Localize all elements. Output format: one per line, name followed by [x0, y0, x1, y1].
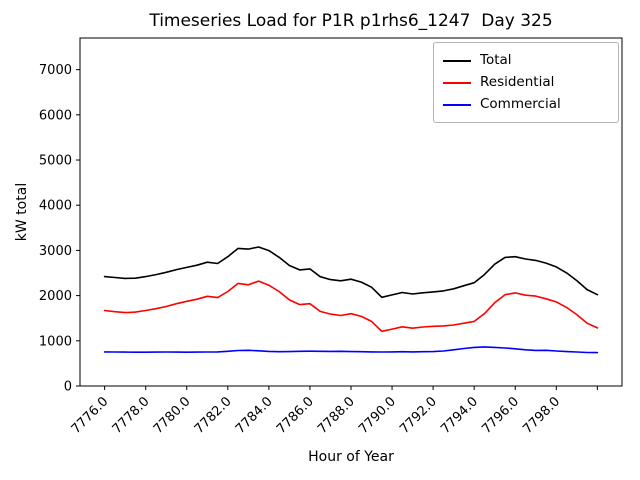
- residential-line-swatch: [443, 82, 471, 84]
- x-tick-label: 7792.0: [397, 394, 440, 437]
- x-axis-label: Hour of Year: [308, 449, 394, 465]
- x-tick-label: 7780.0: [151, 394, 194, 437]
- series-line-residential: [103, 280, 599, 333]
- legend: Total Residential Commercial: [433, 42, 619, 123]
- legend-item-residential: Residential: [443, 72, 609, 94]
- y-tick-label: 0: [64, 380, 72, 395]
- y-tick-label: 5000: [39, 154, 72, 169]
- y-tick-label: 4000: [39, 199, 72, 214]
- series-line-commercial: [103, 346, 599, 354]
- y-axis-label: kW total: [14, 183, 30, 241]
- series-line-total: [103, 246, 599, 299]
- legend-item-total: Total: [443, 50, 609, 72]
- x-tick-label: 7782.0: [192, 394, 235, 437]
- x-tick-label: 7788.0: [315, 394, 358, 437]
- y-tick-label: 7000: [39, 63, 72, 78]
- x-tick-label: 7796.0: [479, 394, 522, 437]
- x-tick-label: 7786.0: [274, 394, 317, 437]
- y-tick-label: 1000: [39, 334, 72, 349]
- x-tick-label: 7790.0: [356, 394, 399, 437]
- x-tick-label: 7784.0: [233, 394, 276, 437]
- y-tick-label: 6000: [39, 108, 72, 123]
- x-tick-label: 7794.0: [438, 394, 481, 437]
- total-line-swatch: [443, 60, 471, 62]
- legend-label-residential: Residential: [480, 74, 555, 91]
- commercial-line-swatch: [443, 104, 471, 106]
- x-tick-label: 7778.0: [110, 394, 153, 437]
- y-tick-label: 3000: [39, 244, 72, 259]
- x-tick-label: 7798.0: [520, 394, 563, 437]
- x-tick-label: 7776.0: [69, 394, 112, 437]
- legend-label-total: Total: [480, 52, 512, 69]
- y-tick-label: 2000: [39, 289, 72, 304]
- legend-item-commercial: Commercial: [443, 94, 609, 116]
- legend-label-commercial: Commercial: [480, 96, 561, 113]
- chart-title: Timeseries Load for P1R p1rhs6_1247 Day …: [149, 11, 553, 31]
